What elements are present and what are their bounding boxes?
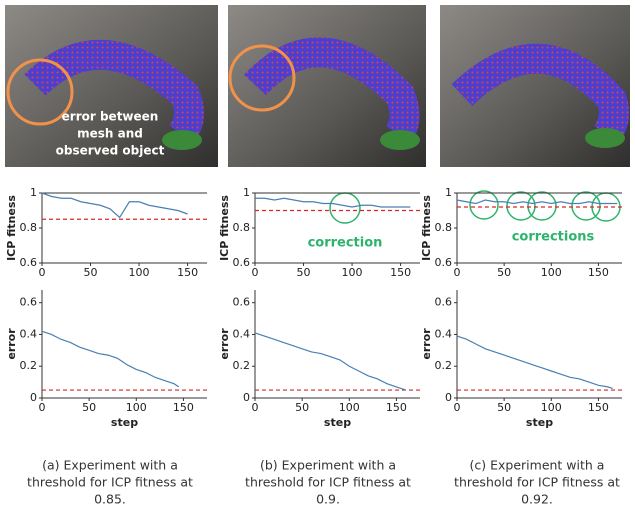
x-tick-label: 150 <box>177 266 198 279</box>
y-tick-label: 0.8 <box>20 221 38 234</box>
x-tick-label: 150 <box>588 266 609 279</box>
caption: (b) Experiment with a <box>260 458 396 473</box>
y-tick-label: 0 <box>243 391 250 404</box>
x-tick-label: 0 <box>454 401 461 414</box>
x-axis-label: step <box>526 416 553 429</box>
y-tick-label: 0.2 <box>20 359 38 372</box>
x-tick-label: 50 <box>295 401 309 414</box>
x-tick-label: 50 <box>497 401 511 414</box>
x-tick-label: 0 <box>252 266 259 279</box>
x-tick-label: 0 <box>454 266 461 279</box>
y-tick-label: 1 <box>30 186 37 199</box>
x-tick-label: 150 <box>173 401 194 414</box>
y-tick-label: 0.6 <box>435 296 453 309</box>
x-tick-label: 50 <box>497 266 511 279</box>
x-tick-label: 0 <box>252 401 259 414</box>
x-tick-label: 150 <box>390 266 411 279</box>
x-tick-label: 100 <box>339 401 360 414</box>
y-axis-label: error <box>218 328 231 360</box>
x-tick-label: 150 <box>386 401 407 414</box>
photo-annotation: observed object <box>56 144 165 158</box>
caption: threshold for ICP fitness at <box>27 475 193 490</box>
y-tick-label: 1 <box>243 186 250 199</box>
y-tick-label: 0 <box>30 391 37 404</box>
y-tick-label: 0.6 <box>20 256 38 269</box>
y-tick-label: 0.4 <box>20 327 38 340</box>
caption: 0.9. <box>316 492 340 507</box>
y-tick-label: 0.8 <box>435 221 453 234</box>
x-tick-label: 100 <box>126 401 147 414</box>
x-tick-label: 0 <box>39 266 46 279</box>
y-tick-label: 0.6 <box>20 296 38 309</box>
photo <box>228 5 426 167</box>
caption: (a) Experiment with a <box>42 458 178 473</box>
y-tick-label: 0 <box>445 391 452 404</box>
y-tick-label: 0.6 <box>233 296 251 309</box>
y-axis-label: ICP fitness <box>5 195 18 261</box>
photo <box>440 5 630 167</box>
y-tick-label: 0.2 <box>233 359 251 372</box>
y-tick-label: 0.4 <box>233 327 251 340</box>
annotation: correction <box>308 236 383 251</box>
data-line <box>41 192 188 219</box>
x-tick-label: 100 <box>129 266 150 279</box>
caption: 0.85. <box>94 492 126 507</box>
data-line <box>255 197 411 208</box>
x-tick-label: 50 <box>297 266 311 279</box>
y-axis-label: ICP fitness <box>218 195 231 261</box>
y-tick-label: 0.6 <box>435 256 453 269</box>
x-axis-label: step <box>324 416 351 429</box>
y-tick-label: 0.2 <box>435 359 453 372</box>
x-axis-label: step <box>111 416 138 429</box>
caption: (c) Experiment with a <box>470 458 605 473</box>
y-tick-label: 0.4 <box>435 327 453 340</box>
x-tick-label: 100 <box>541 401 562 414</box>
photo-annotation: mesh and <box>77 127 143 141</box>
y-axis-label: error <box>420 328 433 360</box>
y-tick-label: 0.6 <box>233 256 251 269</box>
x-tick-label: 50 <box>84 266 98 279</box>
caption: threshold for ICP fitness at <box>245 475 411 490</box>
data-line <box>456 335 613 390</box>
data-line <box>456 199 618 205</box>
data-line <box>41 330 180 388</box>
photo-annotation: error between <box>62 110 159 124</box>
caption: 0.92. <box>521 492 553 507</box>
annotation: corrections <box>512 230 595 245</box>
y-axis-label: error <box>5 328 18 360</box>
y-tick-label: 0.8 <box>233 221 251 234</box>
data-line <box>254 332 407 391</box>
x-tick-label: 0 <box>39 401 46 414</box>
x-tick-label: 100 <box>342 266 363 279</box>
y-tick-label: 1 <box>445 186 452 199</box>
x-tick-label: 50 <box>82 401 96 414</box>
photo <box>5 5 218 167</box>
x-tick-label: 150 <box>588 401 609 414</box>
x-tick-label: 100 <box>541 266 562 279</box>
y-axis-label: ICP fitness <box>420 195 433 261</box>
caption: threshold for ICP fitness at <box>454 475 620 490</box>
